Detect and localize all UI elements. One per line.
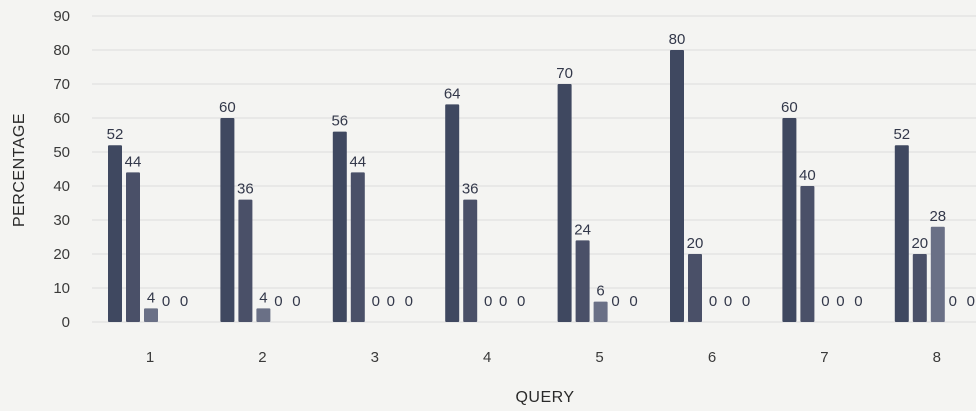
x-tick-label: 5 xyxy=(595,349,603,366)
data-label: 0 xyxy=(405,293,413,310)
bar xyxy=(670,50,684,322)
bar xyxy=(350,172,365,322)
x-tick-label: 4 xyxy=(483,349,491,366)
data-label: 44 xyxy=(349,153,366,170)
y-tick-label: 50 xyxy=(53,144,70,161)
x-tick-label: 7 xyxy=(820,349,828,366)
data-label: 20 xyxy=(911,235,928,252)
bar xyxy=(782,118,797,322)
data-label: 64 xyxy=(444,85,461,102)
bar xyxy=(800,186,815,322)
data-label: 0 xyxy=(499,293,507,310)
data-label: 60 xyxy=(781,99,798,116)
bars xyxy=(108,50,945,323)
x-tick-label: 3 xyxy=(371,349,379,366)
data-label: 6 xyxy=(596,283,604,300)
x-tick-label: 6 xyxy=(708,349,716,366)
bar xyxy=(144,308,158,322)
data-label: 0 xyxy=(949,293,957,310)
data-label: 4 xyxy=(259,289,267,306)
bar xyxy=(912,254,927,322)
data-label: 0 xyxy=(611,293,619,310)
bar xyxy=(220,118,235,322)
data-label: 52 xyxy=(107,126,124,143)
bar xyxy=(930,226,945,322)
data-label: 56 xyxy=(331,113,348,130)
data-label: 70 xyxy=(556,65,573,82)
data-label: 0 xyxy=(517,293,525,310)
data-label: 0 xyxy=(387,293,395,310)
x-axis-ticks: 1 2 3 4 5 6 7 8 xyxy=(146,349,941,366)
data-label: 0 xyxy=(836,293,844,310)
data-label: 40 xyxy=(799,167,816,184)
data-label: 36 xyxy=(237,181,254,198)
y-tick-label: 10 xyxy=(53,280,70,297)
data-label: 0 xyxy=(821,293,829,310)
data-label: 20 xyxy=(687,235,704,252)
bar xyxy=(463,199,478,322)
data-label: 0 xyxy=(162,293,170,310)
x-tick-label: 8 xyxy=(933,349,941,366)
bar xyxy=(238,199,253,322)
y-tick-label: 30 xyxy=(53,212,70,229)
bar xyxy=(575,240,590,322)
y-tick-label: 20 xyxy=(53,246,70,263)
y-tick-label: 60 xyxy=(53,110,70,127)
data-label: 44 xyxy=(125,153,142,170)
data-label: 24 xyxy=(574,221,591,238)
data-label: 0 xyxy=(742,293,750,310)
data-label: 0 xyxy=(854,293,862,310)
bar xyxy=(688,254,702,322)
bar xyxy=(126,172,140,322)
y-axis-title: PERCENTAGE xyxy=(11,113,28,227)
bar xyxy=(894,145,909,322)
data-label: 0 xyxy=(967,293,975,310)
bar xyxy=(557,84,572,322)
bar xyxy=(332,131,347,322)
data-label: 52 xyxy=(893,126,910,143)
y-axis-ticks: 0 10 20 30 40 50 60 70 80 90 xyxy=(53,8,70,331)
data-label: 36 xyxy=(462,181,479,198)
data-label: 0 xyxy=(180,293,188,310)
data-label: 4 xyxy=(147,289,155,306)
data-label: 0 xyxy=(484,293,492,310)
data-label: 0 xyxy=(709,293,717,310)
x-tick-label: 1 xyxy=(146,349,154,366)
bar xyxy=(256,308,271,322)
y-tick-label: 90 xyxy=(53,8,70,25)
data-label: 0 xyxy=(292,293,300,310)
y-tick-label: 40 xyxy=(53,178,70,195)
data-label: 28 xyxy=(929,208,946,225)
bar xyxy=(445,104,460,323)
y-tick-label: 0 xyxy=(62,314,70,331)
data-label: 80 xyxy=(669,31,686,48)
bar xyxy=(108,145,122,322)
data-label: 60 xyxy=(219,99,236,116)
data-label: 0 xyxy=(372,293,380,310)
x-tick-label: 2 xyxy=(258,349,266,366)
y-tick-label: 70 xyxy=(53,76,70,93)
x-axis-title: QUERY xyxy=(515,389,574,406)
data-label: 0 xyxy=(274,293,282,310)
bar xyxy=(593,301,608,322)
data-label: 0 xyxy=(724,293,732,310)
y-tick-label: 80 xyxy=(53,42,70,59)
data-label: 0 xyxy=(629,293,637,310)
